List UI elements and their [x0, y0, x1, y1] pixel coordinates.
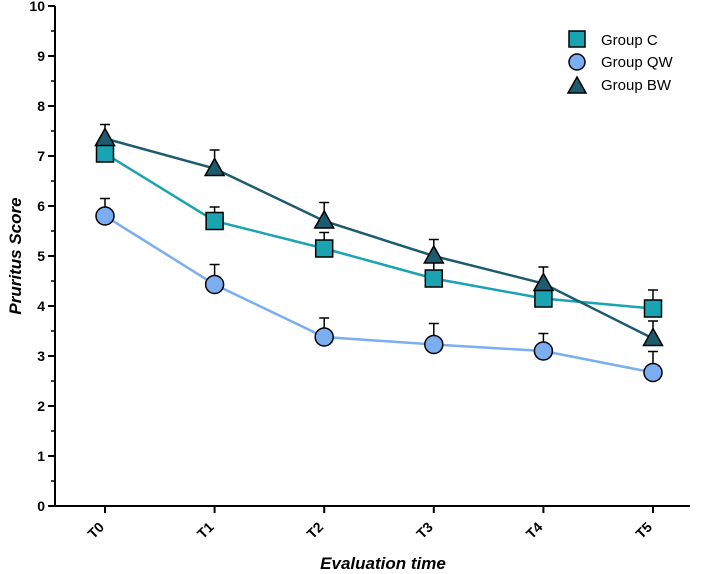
series-line-group-qw: [104, 214, 654, 374]
y-tick-label: 7: [37, 148, 45, 164]
series-line-group-bw: [104, 137, 654, 340]
x-tick-label: T3: [413, 519, 436, 542]
legend-item-group-c: Group C: [568, 30, 658, 49]
legend-label-group-qw: Group QW: [601, 54, 674, 71]
data-point-group-bw: [642, 326, 664, 347]
x-ticks: T0 T1 T2 T3 T4 T5: [84, 506, 655, 542]
y-tick-label: 3: [37, 348, 45, 364]
data-point-group-c: [534, 289, 553, 308]
legend-item-group-bw: Group BW: [566, 75, 672, 94]
legend-label-group-c: Group C: [601, 32, 658, 49]
y-tick-label: 9: [37, 48, 45, 64]
data-point-group-qw: [314, 327, 334, 347]
x-tick-label: T0: [84, 519, 107, 542]
y-ticks: 0 1 2 3 4 5 6 7 8 9 10: [29, 0, 55, 514]
x-tick-label: T5: [632, 519, 655, 542]
y-tick-label: 5: [37, 248, 45, 264]
legend-marker-group-c: [568, 30, 586, 48]
legend-marker-group-bw: [566, 75, 588, 94]
legend-marker-group-qw: [568, 53, 586, 71]
data-point-group-qw: [95, 206, 115, 226]
series-layer: [94, 123, 664, 383]
legend: Group C Group QW Group BW: [566, 30, 674, 94]
data-point-group-c: [205, 211, 224, 231]
data-point-group-qw: [643, 362, 663, 383]
x-tick-label: T1: [194, 519, 217, 542]
data-point-group-c: [643, 299, 663, 318]
x-axis-title: Evaluation time: [320, 554, 446, 573]
data-point-group-bw: [532, 271, 555, 292]
series-group-c: [95, 142, 663, 318]
y-tick-label: 0: [37, 498, 45, 514]
data-point-group-c: [314, 239, 334, 258]
y-tick-label: 4: [37, 298, 45, 314]
x-tick-label: T2: [303, 519, 326, 542]
x-tick-label: T4: [523, 519, 546, 542]
legend-item-group-qw: Group QW: [568, 53, 674, 71]
data-point-group-bw: [423, 244, 445, 264]
data-point-group-bw: [313, 209, 335, 229]
data-point-group-bw: [94, 126, 116, 147]
legend-label-group-bw: Group BW: [601, 77, 672, 94]
data-point-group-c: [95, 144, 115, 163]
y-tick-label: 8: [37, 98, 45, 114]
y-tick-label: 6: [37, 198, 45, 214]
y-tick-label: 2: [37, 398, 45, 414]
data-point-group-c: [424, 269, 444, 288]
y-tick-label: 10: [29, 0, 45, 14]
data-point-group-qw: [204, 274, 225, 295]
series-group-bw: [94, 123, 664, 347]
series-group-qw: [95, 197, 663, 383]
y-axis-title: Pruritus Score: [6, 197, 25, 314]
data-point-group-qw: [424, 334, 444, 355]
y-tick-label: 1: [37, 448, 45, 464]
data-point-group-bw: [203, 156, 226, 177]
axes: [54, 6, 690, 507]
data-point-group-qw: [533, 341, 554, 361]
series-line-group-c: [104, 152, 654, 310]
